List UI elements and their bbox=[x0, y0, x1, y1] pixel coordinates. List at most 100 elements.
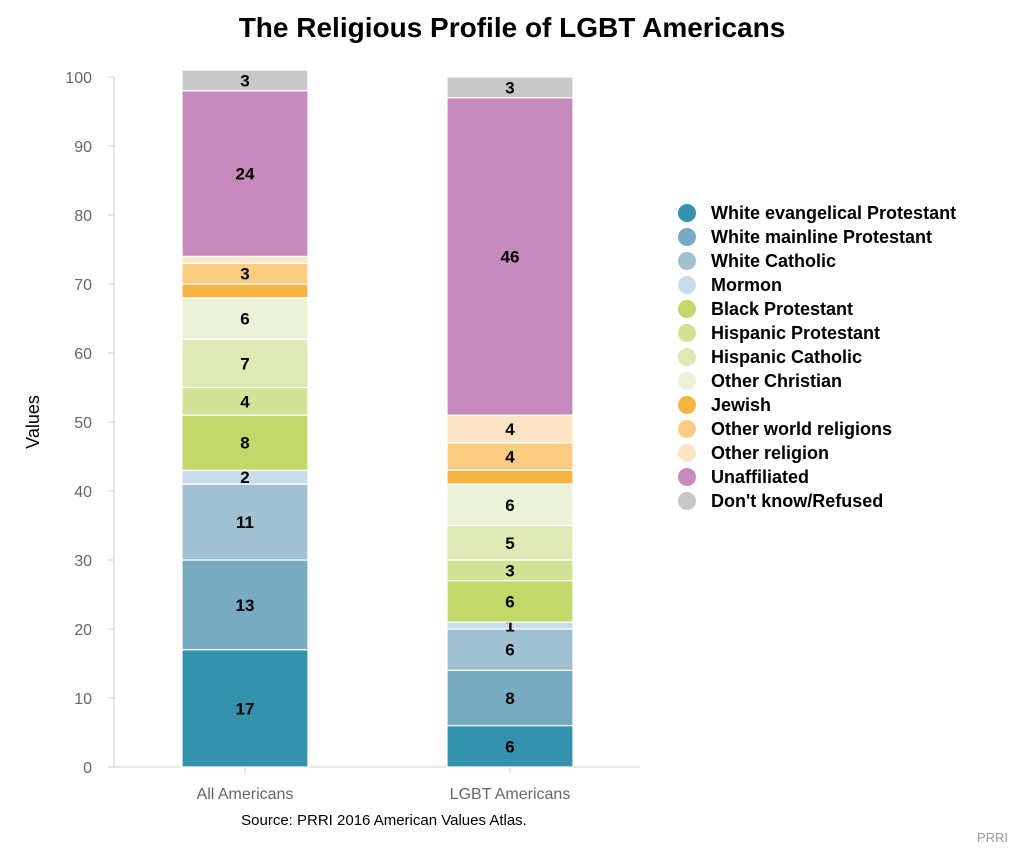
data-label: 17 bbox=[236, 699, 255, 718]
y-tick-label: 20 bbox=[74, 622, 92, 639]
data-label: 3 bbox=[505, 78, 514, 97]
data-label: 6 bbox=[240, 310, 249, 329]
legend-item[interactable]: Other Christian bbox=[678, 369, 956, 393]
legend-item[interactable]: Hispanic Catholic bbox=[678, 345, 956, 369]
legend-swatch bbox=[678, 204, 696, 222]
legend-item[interactable]: Other religion bbox=[678, 441, 956, 465]
legend: White evangelical Protestant White mainli… bbox=[678, 201, 956, 513]
data-label: 24 bbox=[236, 165, 255, 184]
data-label: 6 bbox=[505, 496, 514, 515]
legend-swatch bbox=[678, 348, 696, 366]
data-label: 6 bbox=[505, 737, 514, 756]
source-note: Source: PRRI 2016 American Values Atlas. bbox=[241, 812, 527, 829]
data-label: 46 bbox=[501, 247, 520, 266]
legend-swatch bbox=[678, 396, 696, 414]
y-tick-label: 10 bbox=[74, 691, 92, 708]
bar-segment bbox=[446, 97, 574, 416]
bar-segment bbox=[181, 297, 309, 340]
data-label: 11 bbox=[236, 513, 254, 532]
legend-swatch bbox=[678, 300, 696, 318]
bar-segment bbox=[446, 669, 574, 727]
data-label: 4 bbox=[240, 392, 250, 411]
data-label: 1 bbox=[505, 617, 514, 636]
legend-item[interactable]: Mormon bbox=[678, 273, 956, 297]
y-tick-label: 60 bbox=[74, 346, 92, 363]
y-tick-label: 100 bbox=[65, 70, 92, 87]
data-label: 2 bbox=[240, 468, 249, 487]
y-tick-label: 80 bbox=[74, 208, 92, 225]
legend-label: White Catholic bbox=[711, 250, 836, 271]
legend-swatch bbox=[678, 468, 696, 486]
legend-label: Jewish bbox=[711, 394, 772, 415]
y-tick-label: 50 bbox=[74, 415, 92, 432]
legend-swatch bbox=[678, 372, 696, 390]
data-label: 4 bbox=[505, 420, 515, 439]
brand-label: PRRI bbox=[976, 830, 1008, 845]
legend-label: White mainline Protestant bbox=[711, 226, 933, 247]
bar-stack: 6 8 6 1 6 3 5 6 4 4 46 3 bbox=[446, 76, 574, 768]
y-tick-label: 70 bbox=[74, 277, 92, 294]
data-label: 8 bbox=[240, 434, 249, 453]
bar-segment bbox=[181, 649, 309, 768]
data-label: 4 bbox=[505, 448, 515, 467]
data-label: 3 bbox=[240, 265, 249, 284]
legend-item[interactable]: White Catholic bbox=[678, 249, 956, 273]
bar-segment bbox=[446, 469, 574, 485]
y-tick-label: 30 bbox=[74, 553, 92, 570]
bar-segment bbox=[446, 442, 574, 471]
legend-item[interactable]: White mainline Protestant bbox=[678, 225, 956, 249]
legend-label: Hispanic Catholic bbox=[711, 346, 863, 367]
data-label: 3 bbox=[505, 561, 514, 580]
data-label: 8 bbox=[505, 689, 514, 708]
x-tick-label: LGBT Americans bbox=[450, 786, 571, 803]
legend-label: Other world religions bbox=[711, 418, 893, 439]
data-label: 7 bbox=[240, 354, 249, 373]
bar-segment bbox=[181, 338, 309, 389]
legend-label: Mormon bbox=[711, 274, 782, 295]
bar-segment bbox=[446, 76, 574, 99]
legend-item[interactable]: Jewish bbox=[678, 393, 956, 417]
data-label: 3 bbox=[240, 71, 249, 90]
legend-swatch bbox=[678, 492, 696, 510]
legend-swatch bbox=[678, 228, 696, 246]
bar-segment bbox=[181, 414, 309, 471]
legend-swatch bbox=[678, 324, 696, 342]
legend-swatch bbox=[678, 252, 696, 270]
legend-swatch bbox=[678, 276, 696, 294]
y-tick-label: 0 bbox=[83, 760, 92, 777]
legend-label: Other religion bbox=[711, 442, 830, 463]
x-tick-label: All Americans bbox=[197, 786, 294, 803]
bar-segment bbox=[181, 559, 309, 651]
legend-item[interactable]: Unaffiliated bbox=[678, 465, 956, 489]
legend-item[interactable]: Hispanic Protestant bbox=[678, 321, 956, 345]
legend-label: Unaffiliated bbox=[711, 466, 810, 487]
y-axis: 0 10 20 30 40 50 60 70 80 90 100 bbox=[65, 70, 115, 777]
legend-swatch bbox=[678, 420, 696, 438]
bar-segment bbox=[181, 255, 309, 264]
y-tick-label: 40 bbox=[74, 484, 92, 501]
legend-item[interactable]: White evangelical Protestant bbox=[678, 201, 956, 225]
legend-label: Other Christian bbox=[711, 370, 843, 391]
legend-swatch bbox=[678, 444, 696, 462]
data-label: 6 bbox=[505, 641, 514, 660]
x-axis: All Americans LGBT Americans bbox=[114, 766, 640, 803]
legend-item[interactable]: Black Protestant bbox=[678, 297, 956, 321]
legend-label: Hispanic Protestant bbox=[711, 322, 881, 343]
legend-label: Don't know/Refused bbox=[711, 490, 884, 511]
bar-segment bbox=[446, 580, 574, 623]
bar-segment bbox=[181, 90, 309, 258]
legend-item[interactable]: Don't know/Refused bbox=[678, 489, 956, 513]
y-axis-title: Values bbox=[23, 395, 43, 449]
bar-segment bbox=[181, 283, 309, 299]
data-label: 5 bbox=[505, 534, 514, 553]
data-label: 13 bbox=[236, 596, 255, 615]
chart-title: The Religious Profile of LGBT Americans bbox=[238, 12, 786, 43]
y-tick-label: 90 bbox=[74, 139, 92, 156]
legend-label: White evangelical Protestant bbox=[711, 202, 957, 223]
bar-stack: 17 13 11 2 8 4 7 6 3 24 3 bbox=[181, 69, 309, 768]
legend-item[interactable]: Other world religions bbox=[678, 417, 956, 441]
bar-segment bbox=[446, 483, 574, 527]
legend-label: Black Protestant bbox=[711, 298, 854, 319]
